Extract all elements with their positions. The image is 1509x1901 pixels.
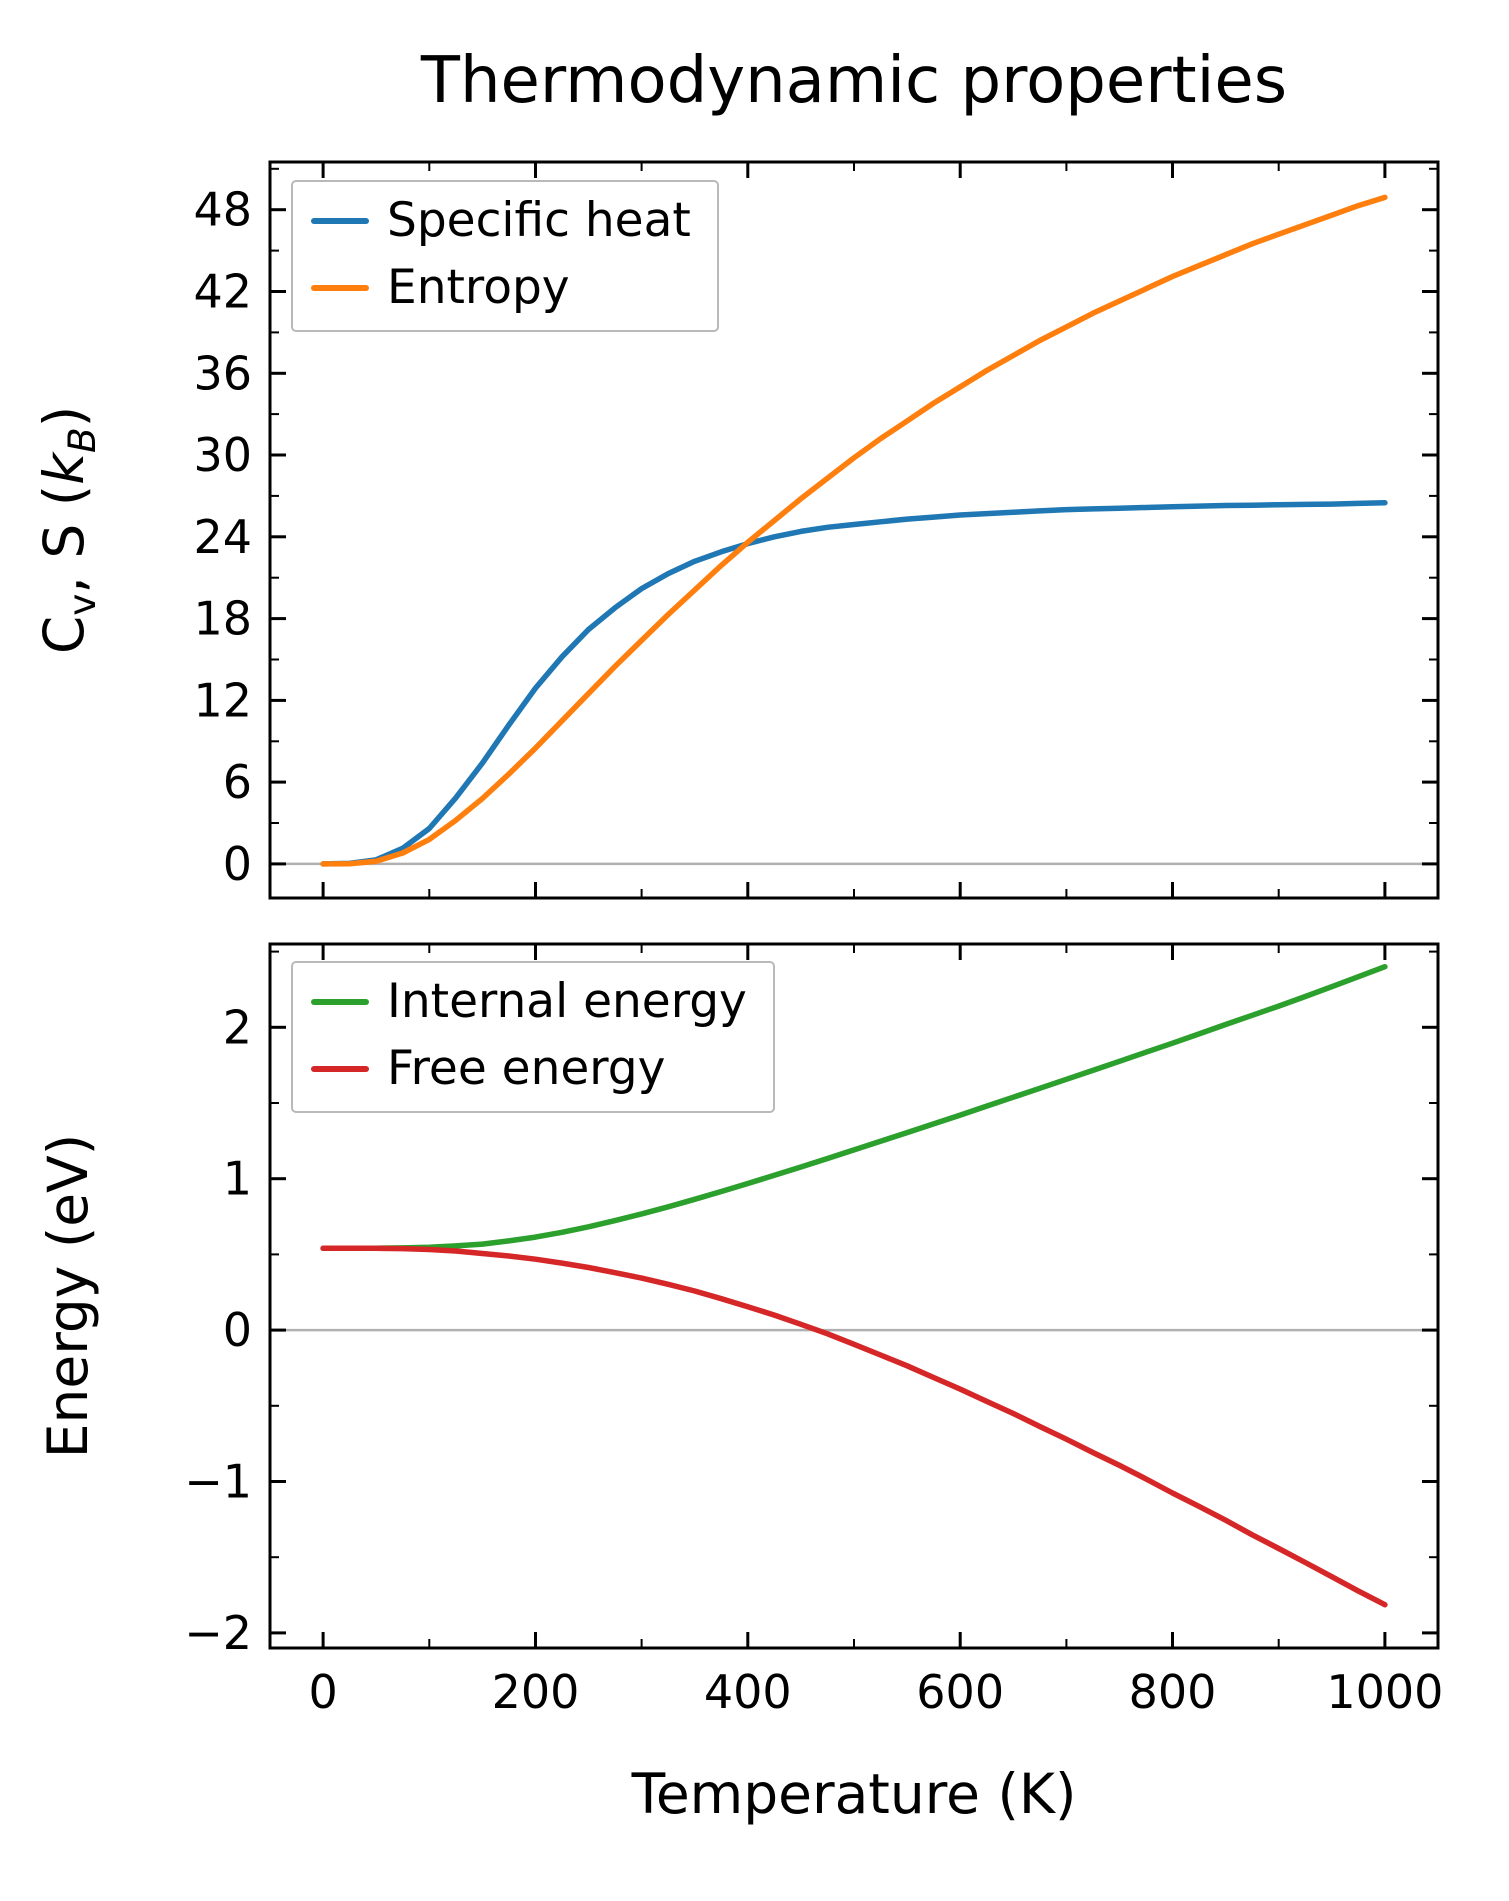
legend-entry-entropy: Entropy: [311, 259, 691, 318]
legend-label-free-energy: Free energy: [387, 1040, 666, 1096]
legend-label-entropy: Entropy: [387, 259, 570, 315]
y-tick-label: 42: [193, 265, 252, 319]
legend-bottom-plot: Internal energy Free energy: [291, 961, 775, 1113]
y-tick-label: 30: [193, 428, 252, 482]
y-tick-label: −2: [184, 1606, 252, 1660]
axes-spine: [268, 160, 1440, 900]
x-tick-label: 1000: [1326, 1665, 1443, 1719]
line-entropy: [320, 194, 1388, 867]
axes-spine: [268, 942, 1440, 1650]
x-tick-label: 0: [308, 1665, 337, 1719]
legend-top-plot: Specific heat Entropy: [291, 180, 719, 332]
legend-label-internal-energy: Internal energy: [387, 974, 747, 1029]
y-tick-label: 48: [193, 183, 252, 237]
y-tick-label: 12: [193, 673, 252, 727]
legend-entry-specific-heat: Specific heat: [311, 192, 691, 251]
ylabel-text-close: ): [32, 405, 96, 428]
legend-line-specific-heat-icon: [311, 218, 369, 225]
x-tick-label: 800: [1129, 1665, 1217, 1719]
legend-label-specific-heat: Specific heat: [387, 193, 691, 248]
x-tick-label: 600: [916, 1665, 1004, 1719]
legend-line-entropy-icon: [311, 285, 369, 292]
ylabel-sub-v: v: [60, 593, 104, 616]
line-specific-heat: [320, 499, 1388, 867]
y-tick-label: 36: [193, 346, 252, 400]
y-tick-label: 0: [223, 1303, 252, 1357]
plot-energies: −2 −1 0 1 2 0 200 400 600 800 1000: [184, 942, 1443, 1719]
y-tick-label: 2: [223, 1000, 252, 1054]
line-internal-energy: [320, 963, 1388, 1252]
ylabel-sub-b: B: [60, 427, 104, 453]
y-tick-label: −1: [184, 1455, 252, 1509]
y-tick-label: 1: [223, 1152, 252, 1206]
ylabel-text-c: C: [32, 615, 96, 655]
legend-entry-internal-energy: Internal energy: [311, 973, 747, 1032]
legend-line-internal-energy-icon: [311, 999, 369, 1006]
y-tick-label: 18: [193, 592, 252, 646]
top-y-axis-label: Cv, S (kB): [32, 406, 104, 654]
y-tick-label: 0: [223, 837, 252, 891]
y-tick-label: 6: [223, 755, 252, 809]
x-tick-label: 200: [492, 1665, 580, 1719]
y-tick-label: 24: [193, 510, 252, 564]
line-free-energy: [320, 1245, 1388, 1608]
figure-title: Thermodynamic properties: [420, 44, 1288, 118]
ylabel-text-k: k: [32, 452, 96, 485]
x-tick-label: 400: [704, 1665, 792, 1719]
ylabel-text-s: , S (: [32, 484, 96, 594]
x-axis-label: Temperature (K): [631, 1762, 1077, 1826]
bottom-y-axis-label: Energy (eV): [36, 1133, 100, 1459]
legend-entry-free-energy: Free energy: [311, 1040, 747, 1099]
plot-thermal-properties: 0 6 12 18 24 30 36 42 48: [193, 160, 1440, 900]
legend-line-free-energy-icon: [311, 1066, 369, 1073]
